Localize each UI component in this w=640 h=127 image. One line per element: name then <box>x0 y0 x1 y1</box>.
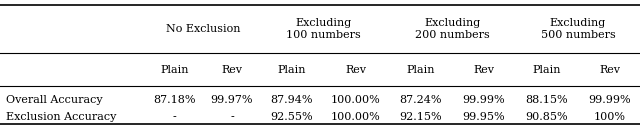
Text: 99.99%: 99.99% <box>588 95 631 105</box>
Text: 90.85%: 90.85% <box>525 112 568 122</box>
Text: -: - <box>173 112 176 122</box>
Text: 100.00%: 100.00% <box>331 95 381 105</box>
Text: 88.15%: 88.15% <box>525 95 568 105</box>
Text: Excluding
200 numbers: Excluding 200 numbers <box>415 18 490 40</box>
Text: Exclusion Accuracy: Exclusion Accuracy <box>6 112 116 122</box>
Text: Plain: Plain <box>532 65 561 75</box>
Text: 87.24%: 87.24% <box>399 95 442 105</box>
Text: -: - <box>230 112 234 122</box>
Text: 100.00%: 100.00% <box>331 112 381 122</box>
Text: 99.97%: 99.97% <box>211 95 253 105</box>
Text: Overall Accuracy: Overall Accuracy <box>6 95 103 105</box>
Text: 87.18%: 87.18% <box>153 95 196 105</box>
Text: Excluding
100 numbers: Excluding 100 numbers <box>286 18 361 40</box>
Text: 92.55%: 92.55% <box>270 112 312 122</box>
Text: Excluding
500 numbers: Excluding 500 numbers <box>541 18 615 40</box>
Text: 99.99%: 99.99% <box>462 95 505 105</box>
Text: Rev: Rev <box>473 65 494 75</box>
Text: Plain: Plain <box>406 65 435 75</box>
Text: Plain: Plain <box>277 65 305 75</box>
Text: 92.15%: 92.15% <box>399 112 442 122</box>
Text: No Exclusion: No Exclusion <box>166 24 241 34</box>
Text: 99.95%: 99.95% <box>462 112 505 122</box>
Text: 87.94%: 87.94% <box>270 95 312 105</box>
Text: 100%: 100% <box>593 112 625 122</box>
Text: Plain: Plain <box>160 65 189 75</box>
Text: Rev: Rev <box>346 65 367 75</box>
Text: Rev: Rev <box>599 65 620 75</box>
Text: Rev: Rev <box>221 65 243 75</box>
